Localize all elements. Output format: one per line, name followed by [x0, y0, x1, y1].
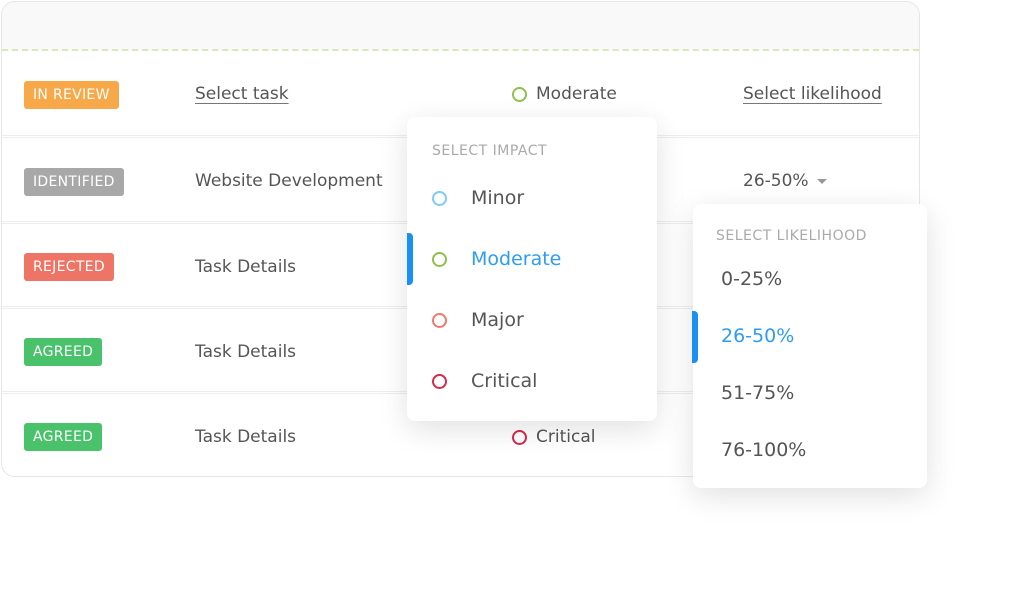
option-label: Minor	[471, 187, 525, 209]
impact-label: Critical	[536, 427, 596, 447]
impact-option-critical[interactable]: Critical	[432, 370, 537, 392]
likelihood-select[interactable]: 26-50%	[743, 171, 827, 191]
status-badge[interactable]: REJECTED	[24, 253, 114, 281]
table-header	[2, 2, 919, 51]
select-likelihood-link[interactable]: Select likelihood	[743, 84, 882, 104]
moderate-circle-icon	[432, 252, 447, 267]
critical-circle-icon	[432, 374, 447, 389]
task-name[interactable]: Task Details	[195, 427, 297, 447]
caret-down-icon	[816, 178, 827, 184]
option-label: Moderate	[471, 248, 562, 270]
likelihood-option[interactable]: 26-50%	[721, 325, 795, 347]
select-task-link[interactable]: Select task	[195, 84, 289, 104]
table-row: IN REVIEW Select task Moderate Select li…	[2, 52, 919, 137]
impact-option-major[interactable]: Major	[432, 309, 524, 331]
selected-indicator	[692, 311, 698, 363]
impact-option-moderate[interactable]: Moderate	[432, 248, 561, 270]
option-label: Critical	[471, 370, 538, 392]
critical-circle-icon	[512, 429, 527, 445]
impact-value[interactable]: Critical	[512, 427, 595, 447]
likelihood-dropdown: SELECT LIKELIHOOD 0-25% 26-50% 51-75% 76…	[692, 204, 927, 488]
dropdown-title: SELECT LIKELIHOOD	[716, 228, 867, 244]
impact-value[interactable]: Moderate	[512, 84, 617, 104]
likelihood-value: 26-50%	[743, 171, 809, 191]
option-label: Major	[471, 309, 524, 331]
task-name[interactable]: Task Details	[195, 342, 297, 362]
impact-dropdown: SELECT IMPACT Minor Moderate Major Criti…	[407, 117, 657, 421]
selected-indicator	[407, 233, 413, 285]
status-badge[interactable]: AGREED	[24, 338, 103, 366]
status-badge[interactable]: AGREED	[24, 423, 103, 451]
impact-option-minor[interactable]: Minor	[432, 187, 524, 209]
likelihood-option[interactable]: 0-25%	[721, 268, 783, 290]
table-row: AGREED Task Details	[2, 306, 919, 394]
major-circle-icon	[432, 313, 447, 328]
status-badge[interactable]: IN REVIEW	[24, 81, 119, 109]
dropdown-title: SELECT IMPACT	[432, 143, 548, 159]
likelihood-option[interactable]: 76-100%	[721, 439, 807, 461]
impact-label: Moderate	[536, 84, 617, 104]
moderate-circle-icon	[512, 86, 527, 102]
task-name[interactable]: Task Details	[195, 257, 297, 277]
likelihood-option[interactable]: 51-75%	[721, 382, 795, 404]
status-badge[interactable]: IDENTIFIED	[24, 168, 124, 196]
minor-circle-icon	[432, 191, 447, 206]
task-name[interactable]: Website Development	[195, 171, 383, 191]
